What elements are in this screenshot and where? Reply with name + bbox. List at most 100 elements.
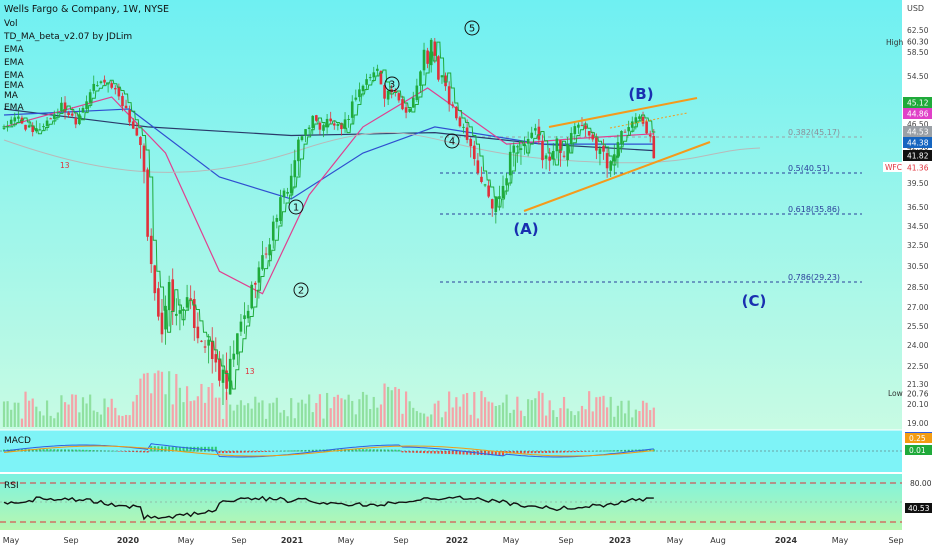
- candle-body: [268, 244, 271, 256]
- candle-body: [605, 153, 609, 169]
- volume-bar: [552, 410, 555, 427]
- candle-body: [185, 297, 189, 308]
- volume-bar: [541, 392, 544, 427]
- y-tick-label: 20.10: [907, 400, 929, 409]
- candle-body: [365, 79, 368, 85]
- macd-histogram-bar: [290, 450, 293, 452]
- candle-body: [354, 97, 358, 100]
- rsi-lines: 40.53: [0, 482, 932, 523]
- macd-histogram-bar: [448, 451, 451, 455]
- wave-circle: [293, 282, 309, 298]
- candle-body: [519, 148, 523, 150]
- volume-bar: [239, 400, 243, 427]
- price-scale[interactable]: [902, 0, 932, 550]
- candle-body: [523, 143, 526, 146]
- time-axis[interactable]: [0, 530, 932, 550]
- macd-tag: [905, 445, 932, 455]
- candle-body: [92, 83, 96, 91]
- macd-histogram-bar: [121, 451, 124, 452]
- channel-mid-line: [609, 112, 688, 129]
- high-tag: High: [886, 38, 903, 47]
- macd-histogram-bar: [272, 451, 275, 452]
- macd-histogram-bar: [631, 449, 634, 452]
- volume-bar: [56, 412, 59, 427]
- candle-body: [534, 128, 537, 131]
- volume-bar: [397, 388, 400, 427]
- volume-bar: [505, 394, 508, 427]
- candle-body: [157, 288, 160, 317]
- candle-body: [469, 138, 472, 147]
- macd-histogram-bar: [469, 451, 472, 455]
- macd-histogram-bar: [214, 446, 217, 452]
- rsi-label: RSI: [4, 481, 19, 491]
- price-tag-value: 44.38: [907, 139, 929, 148]
- macd-lines: 0.25 0.01: [0, 432, 932, 458]
- volume-bar: [218, 397, 221, 427]
- volume-bar: [573, 415, 576, 427]
- fib-levels: [440, 136, 862, 283]
- price-tag: [903, 162, 932, 173]
- volume-bar: [448, 391, 451, 427]
- volume-bar: [652, 407, 655, 427]
- volume-bar: [634, 409, 637, 427]
- indicator-ema: EMA: [4, 81, 24, 91]
- wave-label: (B): [628, 85, 653, 103]
- volume-bar: [114, 407, 117, 427]
- macd-histogram-bar: [652, 449, 655, 452]
- volume-bar: [412, 407, 415, 427]
- candle-body: [476, 160, 480, 173]
- volume-bar: [591, 411, 594, 427]
- macd-histogram-bar: [649, 449, 652, 452]
- volume-bar: [10, 409, 13, 427]
- macd-histogram-bar: [602, 450, 605, 452]
- macd-histogram-bar: [566, 451, 569, 453]
- candle-body: [465, 127, 469, 140]
- candle-body: [609, 161, 613, 171]
- candle-body: [562, 155, 566, 157]
- volume-bar: [577, 411, 580, 427]
- volume-bar: [35, 406, 38, 427]
- wave-label: (C): [742, 292, 767, 310]
- macd-histogram-bar: [139, 451, 142, 453]
- macd-histogram-bar: [89, 450, 92, 452]
- x-tick-label: Sep: [231, 536, 246, 545]
- candle-body: [415, 85, 419, 100]
- volume-bar: [516, 396, 519, 427]
- candle-body: [616, 142, 620, 158]
- candle-body: [160, 312, 164, 335]
- candle-body: [286, 191, 289, 194]
- volume-bar: [110, 398, 113, 427]
- volume-bar: [315, 403, 318, 427]
- candle-body: [164, 305, 167, 330]
- volume-bar: [107, 407, 110, 427]
- macd-histogram-bar: [171, 446, 174, 452]
- volume-bar: [638, 411, 641, 427]
- candle-body: [580, 125, 584, 127]
- macd-histogram-bar: [178, 446, 181, 452]
- volume-bar: [494, 406, 497, 427]
- candle-body: [569, 132, 573, 145]
- candle-body: [131, 121, 135, 129]
- volume-bar: [189, 401, 192, 427]
- price-tag: [903, 388, 932, 399]
- candle-body: [99, 81, 103, 83]
- y-tick-label: 24.00: [907, 341, 929, 350]
- volume-bar: [81, 397, 85, 427]
- macd-histogram-bar: [624, 449, 627, 452]
- candle-body: [347, 118, 350, 120]
- candle-body: [329, 118, 332, 122]
- volume-bar: [609, 396, 612, 427]
- volume-bar: [473, 392, 476, 427]
- volume-bar: [544, 415, 548, 427]
- candle-body: [236, 333, 239, 355]
- volume-bar: [128, 415, 131, 427]
- candle-body: [9, 119, 13, 124]
- candle-body: [451, 104, 455, 106]
- price-tag-value: 41.82: [907, 152, 929, 161]
- volume-bar: [243, 405, 246, 427]
- macd-histogram-bar: [419, 451, 422, 453]
- macd-histogram-bar: [239, 451, 242, 453]
- macd-histogram-bar: [645, 449, 648, 452]
- fib-500-label: 0.5(40.51): [788, 164, 830, 173]
